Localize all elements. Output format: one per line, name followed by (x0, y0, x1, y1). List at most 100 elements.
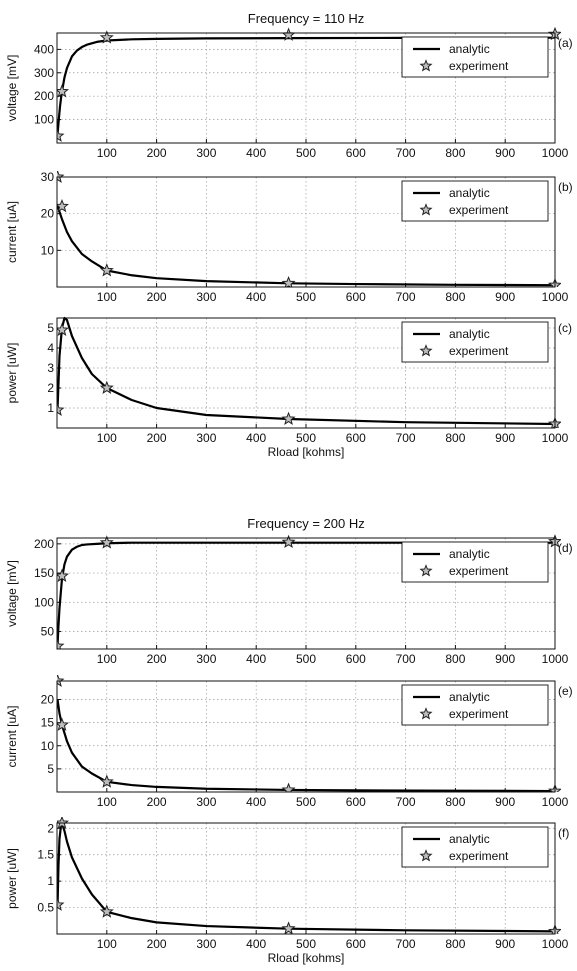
data-layer (57, 171, 561, 287)
data-point-star (99, 380, 114, 394)
y-tick-label: 400 (34, 42, 54, 56)
series-line-analytic (57, 316, 556, 426)
legend-star-swatch (419, 203, 433, 216)
y-tick-label: 2 (47, 381, 54, 395)
y-tick-label: 1 (47, 874, 54, 888)
data-point-star (281, 782, 296, 792)
x-tick-label: 900 (495, 290, 515, 304)
x-tick-label: 500 (296, 795, 316, 809)
chart-title: Frequency = 110 Hz (248, 11, 364, 26)
panel-letter: (f) (558, 826, 569, 840)
x-tick-label: 200 (147, 431, 167, 445)
data-point-star (99, 30, 114, 44)
x-tick-label: 600 (346, 146, 366, 160)
x-tick-label: 600 (346, 652, 366, 666)
x-tick-label: 400 (246, 431, 266, 445)
x-tick-label: 300 (196, 937, 216, 951)
y-tick-label: 1 (47, 401, 54, 415)
x-tick-label: 200 (147, 937, 167, 951)
x-tick-label: 200 (147, 652, 167, 666)
axes-frame (56, 317, 556, 429)
legend-star-swatch (419, 344, 433, 357)
axes-frame (56, 680, 556, 793)
x-tick-label: 300 (196, 795, 216, 809)
data-point-star (281, 921, 296, 934)
x-tick-label: 100 (97, 795, 117, 809)
data-point-star (57, 717, 69, 731)
x-tick-label: 800 (445, 795, 465, 809)
x-tick-label: 500 (296, 146, 316, 160)
y-tick-label: 10 (41, 243, 55, 257)
x-tick-label: 1000 (542, 146, 569, 160)
data-point-star (99, 263, 114, 277)
legend-label-experiment: experiment (449, 564, 509, 578)
y-tick-label: 15 (41, 716, 55, 730)
x-tick-label: 400 (246, 652, 266, 666)
x-tick-label: 200 (147, 795, 167, 809)
series-line-analytic (57, 36, 556, 137)
legend-box (401, 36, 549, 78)
x-tick-label: 300 (196, 652, 216, 666)
x-tick-label: 1000 (542, 290, 569, 304)
panel-letter: (c) (558, 321, 572, 335)
x-tick-label: 100 (97, 937, 117, 951)
series-line-analytic (57, 541, 555, 647)
x-tick-label: 500 (296, 290, 316, 304)
chart-panel-e: 100 200 300 400 500 600 700 800 900 1000 5 10 15 20 an… (5, 675, 573, 809)
legend-star-swatch (419, 849, 433, 862)
x-tick-label: 900 (495, 146, 515, 160)
legend-label-experiment: experiment (449, 707, 509, 721)
y-tick-label: 2 (47, 821, 54, 835)
legend-label-analytic: analytic (449, 832, 490, 846)
x-tick-label: 800 (445, 652, 465, 666)
legend-star-swatch (419, 59, 433, 72)
x-tick-label: 500 (296, 431, 316, 445)
x-tick-label: 800 (445, 290, 465, 304)
x-tick-label: 200 (147, 290, 167, 304)
y-axis-label: current [uA] (5, 705, 19, 767)
x-tick-label: 800 (445, 937, 465, 951)
x-tick-label: 100 (97, 290, 117, 304)
x-axis-label: Rload [kohms] (268, 951, 345, 965)
x-tick-label: 700 (396, 652, 416, 666)
y-tick-label: 200 (34, 89, 54, 103)
y-tick-label: 0.5 (37, 901, 54, 915)
legend-box (401, 684, 549, 726)
x-tick-label: 1000 (542, 431, 569, 445)
data-point-star (57, 84, 69, 98)
legend-label-analytic: analytic (449, 327, 490, 341)
legend-box (401, 541, 549, 583)
data-point-star (57, 568, 69, 582)
y-tick-label: 20 (41, 207, 55, 221)
x-tick-label: 900 (495, 937, 515, 951)
x-tick-label: 300 (196, 431, 216, 445)
x-tick-label: 400 (246, 937, 266, 951)
x-tick-label: 900 (495, 431, 515, 445)
y-tick-label: 20 (41, 693, 55, 707)
data-point-star (99, 774, 114, 788)
data-point-star (99, 535, 114, 549)
legend-star-swatch (419, 707, 433, 720)
x-tick-label: 900 (495, 652, 515, 666)
x-tick-label: 600 (346, 290, 366, 304)
x-tick-label: 600 (346, 431, 366, 445)
y-axis-label: power [uW] (5, 343, 19, 404)
legend-label-experiment: experiment (449, 203, 509, 217)
y-tick-label: 4 (47, 341, 54, 355)
panel-letter: (e) (558, 684, 573, 698)
x-tick-label: 1000 (542, 795, 569, 809)
x-tick-label: 600 (346, 795, 366, 809)
x-tick-label: 700 (396, 146, 416, 160)
legend-label-analytic: analytic (449, 42, 490, 56)
y-axis-label: current [uA] (5, 201, 19, 263)
legend-label-experiment: experiment (449, 344, 509, 358)
y-tick-label: 100 (34, 113, 54, 127)
x-tick-label: 1000 (542, 937, 569, 951)
x-tick-label: 700 (396, 937, 416, 951)
y-tick-label: 300 (34, 66, 54, 80)
x-tick-label: 300 (196, 146, 216, 160)
x-tick-label: 700 (396, 431, 416, 445)
y-tick-label: 10 (41, 739, 55, 753)
y-axis-label: voltage [mV] (5, 55, 19, 122)
